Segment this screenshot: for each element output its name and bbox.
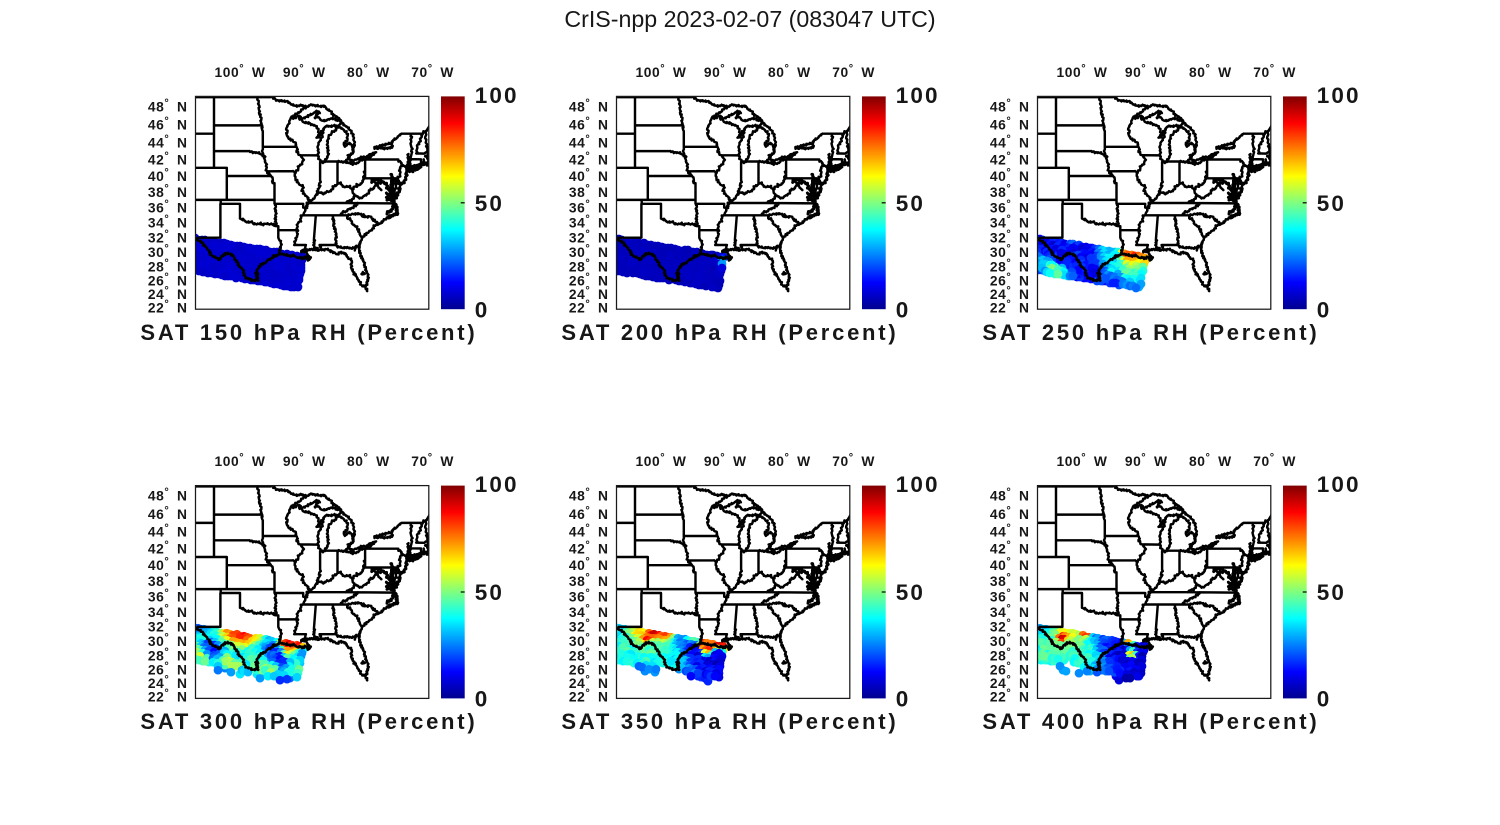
svg-text:SAT 350 hPa RH (Percent): SAT 350 hPa RH (Percent)	[561, 709, 898, 734]
svg-text:CrIS-npp 2023-02-07 (083047 UT: CrIS-npp 2023-02-07 (083047 UTC)	[564, 6, 935, 32]
svg-text:SAT 250 hPa RH (Percent): SAT 250 hPa RH (Percent)	[982, 320, 1319, 345]
svg-text:SAT 300 hPa RH (Percent): SAT 300 hPa RH (Percent)	[140, 709, 477, 734]
svg-text:SAT 150 hPa RH (Percent): SAT 150 hPa RH (Percent)	[140, 320, 477, 345]
svg-text:SAT 400 hPa RH (Percent): SAT 400 hPa RH (Percent)	[982, 709, 1319, 734]
svg-text:SAT 200 hPa RH (Percent): SAT 200 hPa RH (Percent)	[561, 320, 898, 345]
